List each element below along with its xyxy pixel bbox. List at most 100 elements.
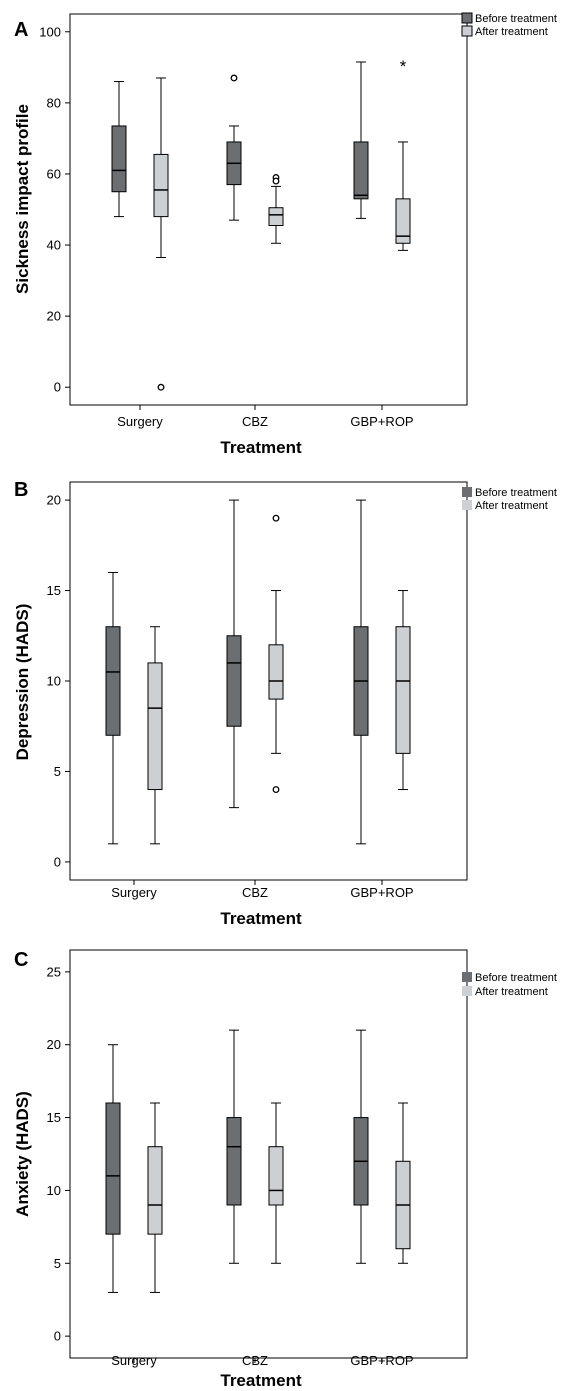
y-tick-label: 60 bbox=[47, 166, 61, 181]
legend: Before treatment After treatment bbox=[461, 12, 557, 38]
box-before bbox=[353, 499, 369, 845]
outlier-point bbox=[157, 383, 165, 391]
panel-letter: C bbox=[14, 949, 28, 971]
x-tick-label: GBP+ROP bbox=[350, 885, 413, 900]
x-axis-title: Treatment bbox=[220, 1371, 302, 1390]
legend: Before treatment After treatment bbox=[462, 487, 557, 512]
x-axis-categories: Surgery CBZ GBP+ROP bbox=[111, 1353, 413, 1368]
legend: Before treatment After treatment bbox=[462, 972, 557, 998]
y-axis: 0 20 40 60 80 100 bbox=[39, 24, 70, 395]
plot-frame bbox=[69, 949, 468, 1359]
box-after bbox=[153, 77, 169, 391]
box-before bbox=[226, 74, 242, 221]
y-tick-label: 10 bbox=[47, 674, 61, 689]
legend-swatch-before bbox=[462, 487, 472, 497]
box-iqr bbox=[268, 1146, 284, 1206]
legend-swatch-after bbox=[461, 25, 473, 37]
box-before bbox=[226, 499, 242, 809]
x-tick-label: CBZ bbox=[242, 885, 268, 900]
panel-c: C 0 5 10 15 20 25 Surgery CBZ GBP+ROP Treatment… bbox=[13, 949, 557, 1390]
box-iqr bbox=[147, 1146, 163, 1235]
legend-label-before: Before treatment bbox=[475, 13, 557, 25]
box-before bbox=[353, 61, 369, 219]
box-plot-series bbox=[105, 1029, 411, 1293]
panel-letter: A bbox=[14, 19, 28, 41]
y-tick-label: 20 bbox=[47, 493, 61, 508]
y-tick-label: 0 bbox=[54, 854, 61, 869]
y-tick-label: 100 bbox=[39, 24, 61, 39]
y-tick-label: 20 bbox=[47, 309, 61, 324]
box-before bbox=[226, 1029, 242, 1264]
y-axis-title: Anxiety (HADS) bbox=[13, 1091, 32, 1217]
y-tick-label: 15 bbox=[47, 583, 61, 598]
box-after bbox=[268, 1102, 284, 1264]
y-tick-label: 0 bbox=[54, 380, 61, 395]
y-tick-label: 5 bbox=[54, 1256, 61, 1271]
box-iqr bbox=[111, 125, 127, 193]
box-iqr bbox=[268, 644, 284, 700]
box-iqr bbox=[226, 635, 242, 727]
y-tick-label: 20 bbox=[47, 1037, 61, 1052]
legend-label-before: Before treatment bbox=[475, 487, 557, 499]
y-axis: 0 5 10 15 20 bbox=[47, 493, 70, 869]
legend-label-after: After treatment bbox=[475, 500, 548, 512]
legend-swatch-before bbox=[461, 12, 473, 24]
box-iqr bbox=[353, 141, 369, 200]
box-before bbox=[353, 1029, 369, 1264]
outlier-point bbox=[230, 74, 238, 82]
outlier-point bbox=[272, 177, 280, 185]
x-axis-title: Treatment bbox=[220, 909, 302, 928]
x-tick-label: Surgery bbox=[117, 414, 163, 429]
y-tick-label: 25 bbox=[47, 964, 61, 979]
y-axis-title: Depression (HADS) bbox=[13, 604, 32, 761]
box-iqr bbox=[268, 207, 284, 226]
legend-swatch-after bbox=[462, 500, 472, 510]
box-before bbox=[111, 81, 127, 218]
box-iqr bbox=[105, 1102, 121, 1235]
outlier-point bbox=[272, 786, 280, 793]
panel-a: A 0 20 40 60 80 100 * Surgery CBZ GBP+ROP Treat… bbox=[13, 12, 557, 457]
box-iqr bbox=[147, 662, 163, 791]
box-after: * bbox=[395, 57, 411, 251]
box-before bbox=[105, 1044, 121, 1293]
x-tick-label: GBP+ROP bbox=[350, 1353, 413, 1368]
box-iqr bbox=[105, 626, 121, 736]
box-after bbox=[268, 514, 284, 793]
box-after bbox=[147, 1102, 163, 1293]
box-iqr bbox=[395, 198, 411, 244]
box-before bbox=[105, 571, 121, 845]
box-after bbox=[147, 626, 163, 845]
panel-letter: B bbox=[14, 479, 28, 501]
y-axis: 0 5 10 15 20 25 bbox=[47, 964, 70, 1344]
x-tick-label: GBP+ROP bbox=[350, 414, 413, 429]
legend-swatch-before bbox=[462, 972, 472, 982]
y-tick-label: 0 bbox=[54, 1329, 61, 1344]
x-axis-title: Treatment bbox=[220, 438, 302, 457]
box-after bbox=[395, 590, 411, 791]
legend-label-after: After treatment bbox=[475, 986, 548, 998]
y-tick-label: 5 bbox=[54, 764, 61, 779]
box-iqr bbox=[226, 1117, 242, 1206]
box-iqr bbox=[153, 153, 169, 218]
x-axis-categories: Surgery CBZ GBP+ROP bbox=[117, 405, 414, 429]
box-after bbox=[268, 174, 284, 244]
box-plot-series bbox=[105, 499, 411, 845]
x-tick-label: Surgery bbox=[111, 885, 157, 900]
y-tick-label: 15 bbox=[47, 1110, 61, 1125]
box-plot-series: * bbox=[111, 57, 411, 391]
legend-label-before: Before treatment bbox=[475, 972, 557, 984]
legend-label-after: After treatment bbox=[475, 26, 548, 38]
extreme-point: * bbox=[400, 57, 407, 76]
legend-swatch-after bbox=[462, 986, 472, 996]
panel-b: B 0 5 10 15 20 Surgery CBZ GBP+ROP Treatment D… bbox=[13, 479, 557, 928]
box-after bbox=[395, 1102, 411, 1264]
x-tick-label: Surgery bbox=[111, 1353, 157, 1368]
y-tick-label: 10 bbox=[47, 1183, 61, 1198]
box-iqr bbox=[395, 626, 411, 754]
y-tick-label: 40 bbox=[47, 238, 61, 253]
x-tick-label: CBZ bbox=[242, 1353, 268, 1368]
x-tick-label: CBZ bbox=[242, 414, 268, 429]
y-axis-title: Sickness impact profile bbox=[13, 104, 32, 294]
x-axis-categories: Surgery CBZ GBP+ROP bbox=[111, 880, 414, 900]
